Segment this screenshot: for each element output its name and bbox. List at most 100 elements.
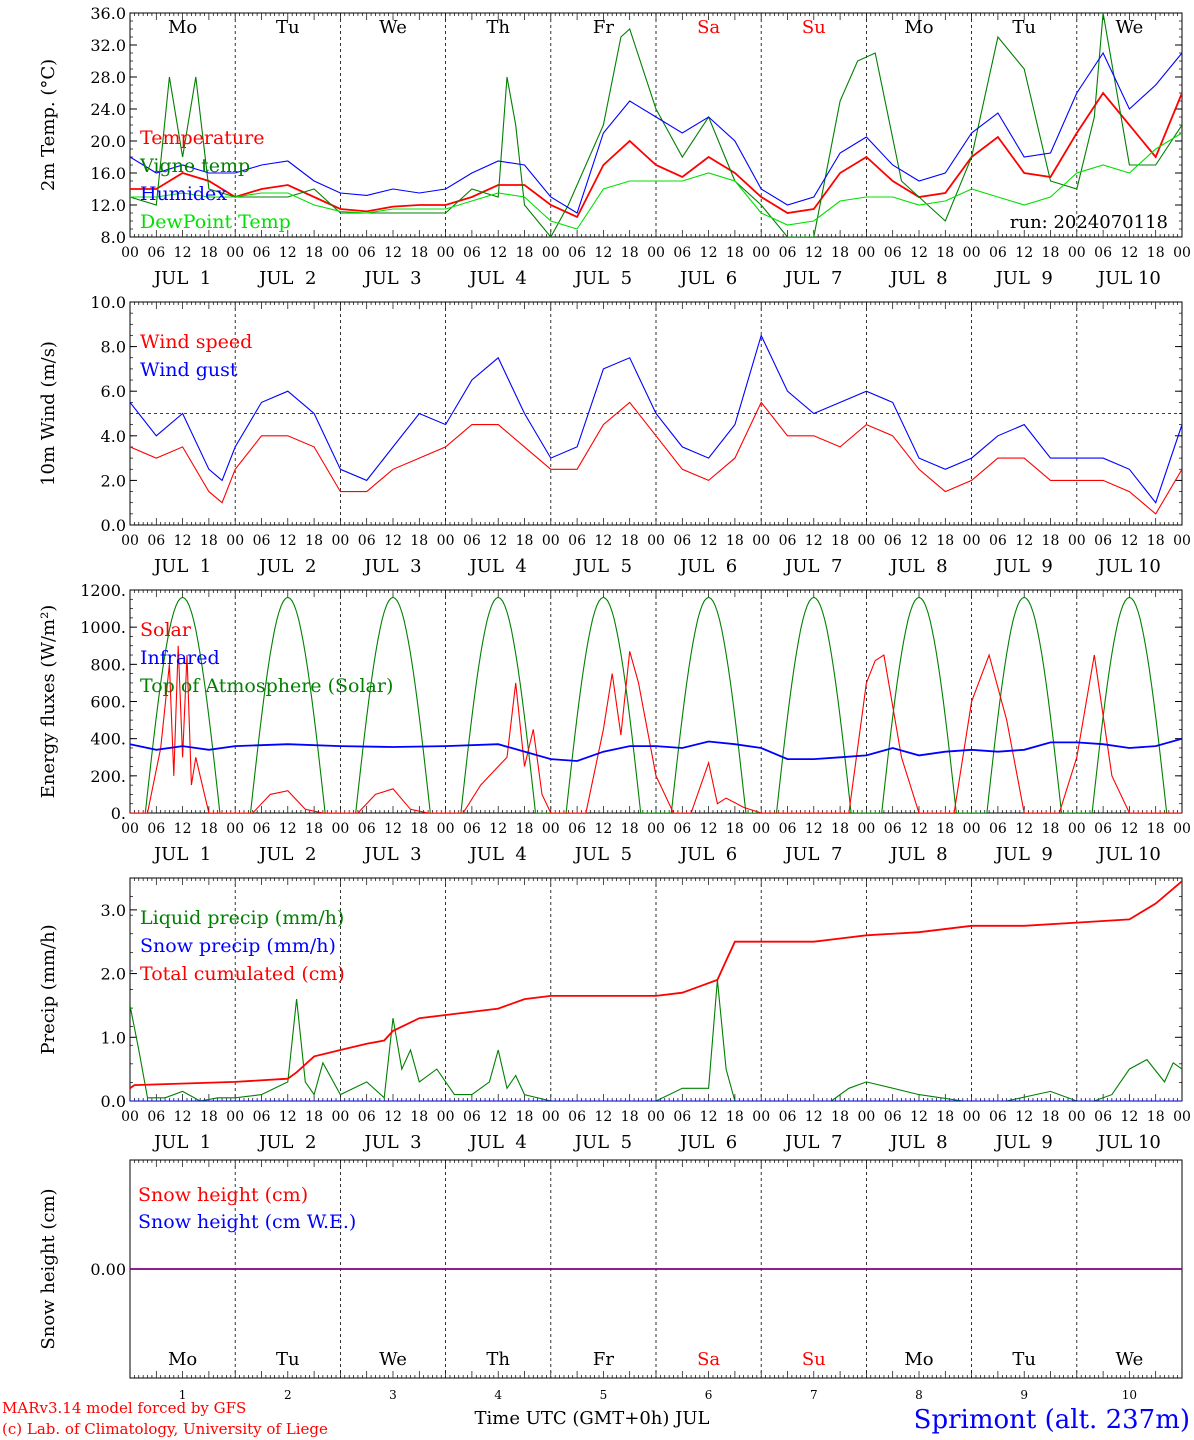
hour-label: 06 bbox=[673, 533, 691, 549]
series-line-2 bbox=[130, 333, 1182, 504]
weekday-label: We bbox=[1116, 17, 1144, 38]
hour-label: 00 bbox=[1173, 245, 1191, 261]
hour-label: 06 bbox=[147, 1109, 165, 1125]
series-line-2 bbox=[130, 13, 1182, 237]
hour-label: 12 bbox=[384, 245, 402, 261]
hour-label: 18 bbox=[516, 533, 534, 549]
weekday-label: We bbox=[379, 1349, 407, 1370]
hour-label: 00 bbox=[437, 245, 455, 261]
date-label: JUL 6 bbox=[678, 1132, 737, 1153]
hour-label: 06 bbox=[568, 1109, 586, 1125]
date-label: JUL 2 bbox=[257, 844, 316, 865]
weekday-label: Tu bbox=[276, 1349, 300, 1370]
legend-entry: DewPoint Temp bbox=[140, 211, 291, 233]
panel-4: 0.0 1.0 2.0 3.0 Precip (mm/h) Liquid precip (… bbox=[38, 877, 1191, 1153]
hour-label: 18 bbox=[1147, 821, 1165, 837]
hour-label: 06 bbox=[253, 1109, 271, 1125]
y-tick-label: 1200. bbox=[80, 581, 126, 600]
y-tick-label: 0.0 bbox=[101, 1092, 126, 1111]
hour-label: 18 bbox=[831, 533, 849, 549]
date-label: JUL 10 bbox=[1096, 268, 1161, 289]
hour-label: 18 bbox=[726, 533, 744, 549]
hour-label: 12 bbox=[594, 1109, 612, 1125]
hour-label: 18 bbox=[200, 245, 218, 261]
hour-label: 12 bbox=[910, 1109, 928, 1125]
y-tick-label: 24.0 bbox=[90, 100, 126, 119]
weekday-label: Tu bbox=[276, 17, 300, 38]
legend-entry: Snow height (cm W.E.) bbox=[138, 1211, 356, 1233]
weekday-label: Fr bbox=[593, 1349, 614, 1370]
hour-label: 06 bbox=[989, 245, 1007, 261]
y-axis-title: 2m Temp. (°C) bbox=[38, 59, 59, 191]
hour-label: 00 bbox=[1173, 821, 1191, 837]
date-label: JUL 6 bbox=[678, 844, 737, 865]
hour-label: 12 bbox=[910, 245, 928, 261]
legend-entry: Vigne temp bbox=[139, 155, 250, 177]
hour-label: 18 bbox=[726, 1109, 744, 1125]
legend-entry: Top of Atmosphere (Solar) bbox=[140, 675, 393, 697]
weekday-label: We bbox=[379, 17, 407, 38]
hour-label: 12 bbox=[279, 1109, 297, 1125]
hour-label: 12 bbox=[805, 1109, 823, 1125]
date-label: JUL 9 bbox=[994, 556, 1053, 577]
hour-label: 18 bbox=[1042, 1109, 1060, 1125]
date-label: JUL 9 bbox=[994, 1132, 1053, 1153]
hour-label: 00 bbox=[226, 533, 244, 549]
hour-label: 06 bbox=[989, 1109, 1007, 1125]
hour-label: 18 bbox=[410, 533, 428, 549]
y-tick-label: 32.0 bbox=[90, 36, 126, 55]
hour-label: 18 bbox=[621, 245, 639, 261]
date-label: JUL 3 bbox=[362, 268, 421, 289]
hour-label: 12 bbox=[700, 533, 718, 549]
weekday-label: Th bbox=[486, 17, 510, 38]
run-annotation: run: 2024070118 bbox=[1010, 212, 1168, 233]
date-label: JUL 5 bbox=[573, 556, 632, 577]
date-label: JUL 7 bbox=[783, 268, 842, 289]
hour-label: 18 bbox=[305, 821, 323, 837]
y-tick-label: 0.0 bbox=[101, 516, 126, 535]
hour-label: 00 bbox=[1068, 821, 1086, 837]
hour-label: 12 bbox=[174, 245, 192, 261]
day-number-label: 5 bbox=[600, 1388, 608, 1402]
hour-label: 06 bbox=[463, 1109, 481, 1125]
y-axis-title: Snow height (cm) bbox=[38, 1188, 59, 1349]
hour-label: 18 bbox=[831, 1109, 849, 1125]
date-label: JUL 10 bbox=[1096, 844, 1161, 865]
hour-label: 12 bbox=[1120, 821, 1138, 837]
panel-5: 0.00 Snow height (cm) Snow height (cm) Snow… bbox=[38, 1159, 1183, 1402]
weekday-label: Mo bbox=[168, 1349, 197, 1370]
hour-label: 00 bbox=[963, 533, 981, 549]
day-number-label: 7 bbox=[810, 1388, 818, 1402]
hour-label: 12 bbox=[805, 533, 823, 549]
hour-label: 12 bbox=[384, 821, 402, 837]
hour-label: 18 bbox=[200, 821, 218, 837]
series-group bbox=[130, 13, 1182, 237]
hour-label: 06 bbox=[568, 245, 586, 261]
hour-label: 00 bbox=[857, 245, 875, 261]
hour-label: 00 bbox=[752, 245, 770, 261]
hour-label: 00 bbox=[121, 533, 139, 549]
hour-label: 06 bbox=[884, 533, 902, 549]
legend-entry: Liquid precip (mm/h) bbox=[140, 907, 344, 929]
y-tick-label: 10.0 bbox=[90, 293, 126, 312]
date-label: JUL 4 bbox=[468, 556, 527, 577]
legend-entry: Solar bbox=[140, 619, 192, 641]
credit-line-1: MARv3.14 model forced by GFS bbox=[2, 1399, 246, 1417]
weekday-label: Tu bbox=[1012, 17, 1036, 38]
series-group bbox=[130, 880, 1182, 1101]
weekday-label: Sa bbox=[697, 1349, 720, 1370]
day-number-label: 10 bbox=[1122, 1388, 1137, 1402]
hour-label: 18 bbox=[1042, 533, 1060, 549]
legend-entry: Infrared bbox=[140, 647, 220, 669]
date-label: JUL 6 bbox=[678, 556, 737, 577]
hour-label: 12 bbox=[1015, 821, 1033, 837]
hour-label: 00 bbox=[437, 1109, 455, 1125]
weekday-label: Tu bbox=[1012, 1349, 1036, 1370]
date-label: JUL 4 bbox=[468, 1132, 527, 1153]
hour-label: 12 bbox=[384, 533, 402, 549]
weekday-label: We bbox=[1116, 1349, 1144, 1370]
date-label: JUL 2 bbox=[257, 556, 316, 577]
hour-label: 06 bbox=[673, 821, 691, 837]
hour-label: 06 bbox=[779, 245, 797, 261]
